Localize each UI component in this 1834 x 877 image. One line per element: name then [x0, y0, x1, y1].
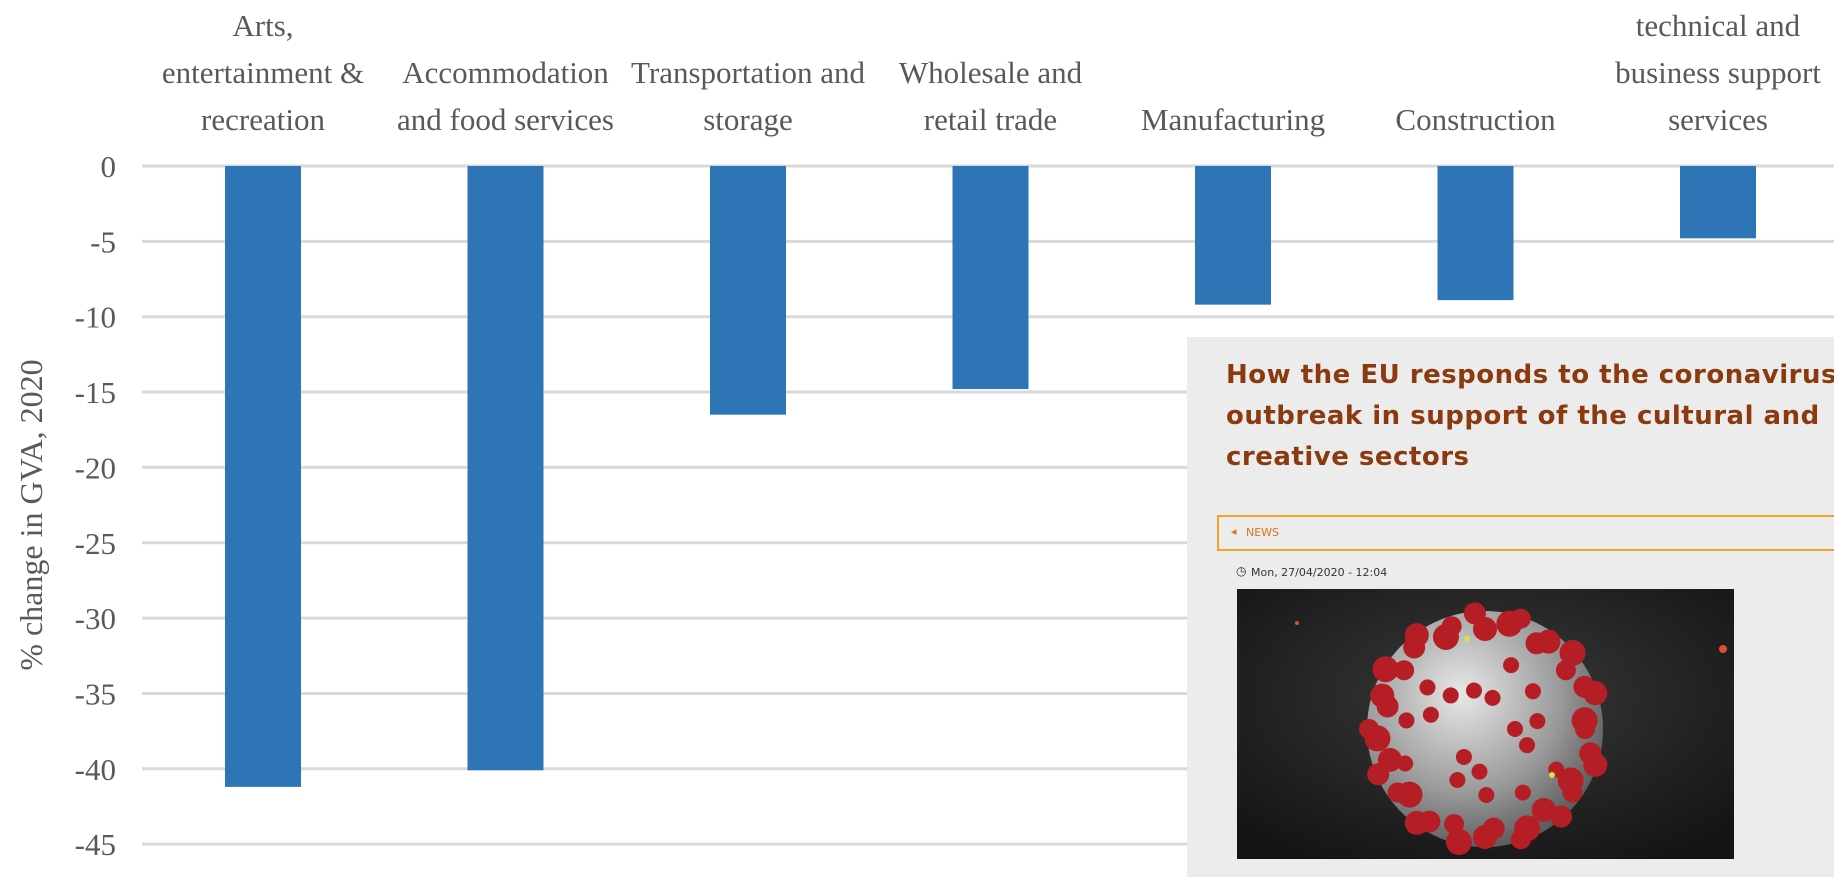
y-tick-label: -20	[75, 450, 116, 485]
news-title-line: creative sectors	[1226, 442, 1470, 472]
coronavirus-image	[1237, 589, 1734, 859]
y-tick-label: -15	[75, 375, 116, 410]
category-label: Wholesale and	[899, 55, 1083, 90]
bars	[225, 166, 1756, 787]
chevron-left-icon: ◂	[1231, 525, 1237, 538]
news-title[interactable]: How the EU responds to the coronavirus o…	[1226, 355, 1834, 478]
news-title-line: outbreak in support of the cultural and	[1226, 401, 1820, 431]
bar	[1680, 166, 1756, 239]
category-label: entertainment &	[162, 55, 364, 90]
news-section-bar[interactable]: ◂ NEWS	[1217, 515, 1834, 551]
bar-chart: 0 -5 -10 -15 -20 -25 -30 -35 -40 -45 Arts, enterta…	[13, 8, 1834, 856]
category-label: and food services	[397, 102, 614, 137]
y-tick-label: -5	[90, 224, 116, 259]
category-label: Construction	[1395, 102, 1556, 137]
category-label: retail trade	[924, 102, 1057, 137]
category-label: storage	[703, 102, 793, 137]
category-label: services	[1668, 102, 1768, 137]
news-section-label: NEWS	[1246, 526, 1280, 539]
y-tick-label: -10	[75, 300, 116, 335]
y-axis-label: % change in GVA, 2020	[13, 359, 49, 670]
category-labels: Arts, entertainment & recreation Accommodat…	[162, 8, 1821, 137]
clock-icon: ◷	[1236, 564, 1247, 578]
news-date: Mon, 27/04/2020 - 12:04	[1251, 566, 1388, 579]
bar	[467, 166, 544, 771]
category-label: recreation	[201, 102, 325, 137]
y-tick-label: 0	[101, 149, 117, 184]
y-tick-label: -25	[75, 526, 116, 561]
category-label: business support	[1615, 55, 1821, 90]
y-tick-labels: 0 -5 -10 -15 -20 -25 -30 -35 -40 -45	[75, 149, 116, 856]
category-label: Transportation and	[631, 55, 865, 90]
y-tick-label: -45	[75, 827, 116, 856]
bar	[710, 166, 786, 415]
category-label: Accommodation	[402, 55, 609, 90]
category-label: technical and	[1636, 8, 1801, 43]
y-tick-label: -35	[75, 676, 116, 711]
bar	[225, 166, 301, 787]
news-article-panel: How the EU responds to the coronavirus o…	[1187, 337, 1834, 877]
category-label: Manufacturing	[1141, 102, 1325, 137]
category-label: Arts,	[232, 8, 293, 43]
bar	[1437, 166, 1514, 301]
bar	[1195, 166, 1271, 305]
y-tick-label: -40	[75, 752, 116, 787]
y-tick-label: -30	[75, 601, 116, 636]
bar	[952, 166, 1029, 390]
news-title-line: How the EU responds to the coronavirus	[1226, 360, 1834, 390]
